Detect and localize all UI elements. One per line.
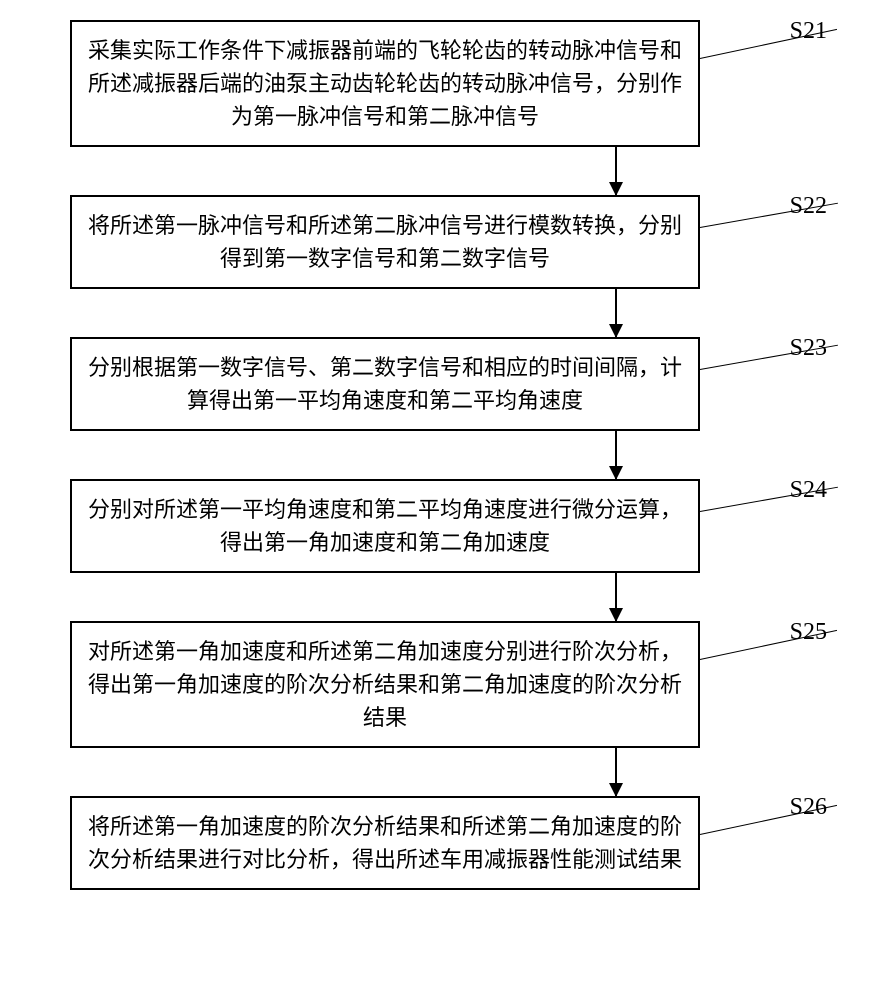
- step-s23-container: 分别根据第一数字信号、第二数字信号和相应的时间间隔，计算得出第一平均角速度和第二…: [40, 337, 847, 431]
- step-s22-box: 将所述第一脉冲信号和所述第二脉冲信号进行模数转换，分别得到第一数字信号和第二数字…: [70, 195, 700, 289]
- arrow-1-head: [609, 182, 623, 196]
- step-s24-label: S24: [790, 477, 827, 504]
- step-s23-text: 分别根据第一数字信号、第二数字信号和相应的时间间隔，计算得出第一平均角速度和第二…: [88, 355, 682, 413]
- arrow-5-head: [609, 783, 623, 797]
- step-s23-label: S23: [790, 335, 827, 362]
- arrow-2-head: [609, 324, 623, 338]
- step-s22-container: 将所述第一脉冲信号和所述第二脉冲信号进行模数转换，分别得到第一数字信号和第二数字…: [40, 195, 847, 289]
- step-s21-label: S21: [790, 18, 827, 45]
- arrow-3: [615, 431, 617, 479]
- arrow-1: [615, 147, 617, 195]
- step-s21-text: 采集实际工作条件下减振器前端的飞轮轮齿的转动脉冲信号和所述减振器后端的油泵主动齿…: [88, 38, 682, 129]
- step-s25-label: S25: [790, 619, 827, 646]
- step-s22-label: S22: [790, 193, 827, 220]
- arrow-4: [615, 573, 617, 621]
- arrow-3-head: [609, 466, 623, 480]
- arrow-5: [615, 748, 617, 796]
- step-s24-text: 分别对所述第一平均角速度和第二平均角速度进行微分运算，得出第一角加速度和第二角加…: [88, 497, 682, 555]
- step-s26-label: S26: [790, 794, 827, 821]
- step-s21-container: 采集实际工作条件下减振器前端的飞轮轮齿的转动脉冲信号和所述减振器后端的油泵主动齿…: [40, 20, 847, 147]
- arrow-2: [615, 289, 617, 337]
- step-s22-text: 将所述第一脉冲信号和所述第二脉冲信号进行模数转换，分别得到第一数字信号和第二数字…: [88, 213, 682, 271]
- step-s25-box: 对所述第一角加速度和所述第二角加速度分别进行阶次分析，得出第一角加速度的阶次分析…: [70, 621, 700, 748]
- step-s26-container: 将所述第一角加速度的阶次分析结果和所述第二角加速度的阶次分析结果进行对比分析，得…: [40, 796, 847, 890]
- flowchart-container: 采集实际工作条件下减振器前端的飞轮轮齿的转动脉冲信号和所述减振器后端的油泵主动齿…: [40, 20, 847, 890]
- step-s25-container: 对所述第一角加速度和所述第二角加速度分别进行阶次分析，得出第一角加速度的阶次分析…: [40, 621, 847, 748]
- step-s21-box: 采集实际工作条件下减振器前端的飞轮轮齿的转动脉冲信号和所述减振器后端的油泵主动齿…: [70, 20, 700, 147]
- arrow-4-head: [609, 608, 623, 622]
- step-s26-text: 将所述第一角加速度的阶次分析结果和所述第二角加速度的阶次分析结果进行对比分析，得…: [88, 814, 682, 872]
- step-s23-box: 分别根据第一数字信号、第二数字信号和相应的时间间隔，计算得出第一平均角速度和第二…: [70, 337, 700, 431]
- step-s25-text: 对所述第一角加速度和所述第二角加速度分别进行阶次分析，得出第一角加速度的阶次分析…: [88, 639, 682, 730]
- step-s24-box: 分别对所述第一平均角速度和第二平均角速度进行微分运算，得出第一角加速度和第二角加…: [70, 479, 700, 573]
- step-s24-container: 分别对所述第一平均角速度和第二平均角速度进行微分运算，得出第一角加速度和第二角加…: [40, 479, 847, 573]
- step-s26-box: 将所述第一角加速度的阶次分析结果和所述第二角加速度的阶次分析结果进行对比分析，得…: [70, 796, 700, 890]
